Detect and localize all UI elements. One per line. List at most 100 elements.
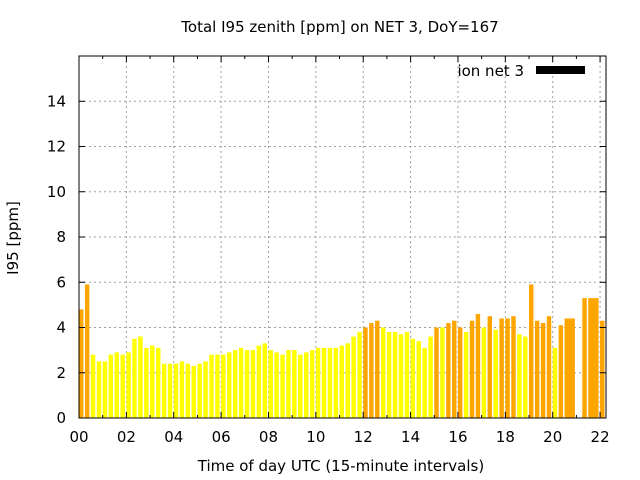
x-tick-label: 04 (164, 428, 183, 446)
bar (102, 361, 108, 418)
bar (161, 363, 167, 418)
bar (321, 347, 327, 418)
legend-label: ion net 3 (457, 62, 524, 80)
bar (144, 347, 149, 418)
bar (351, 336, 356, 418)
x-tick-label: 22 (591, 428, 610, 446)
bar (179, 361, 185, 418)
x-tick-label: 10 (306, 428, 325, 446)
bar (582, 298, 587, 418)
bar (546, 316, 552, 418)
x-tick-label: 06 (212, 428, 231, 446)
bar (126, 352, 131, 418)
bar (250, 350, 256, 418)
bar (558, 325, 564, 418)
bar (327, 347, 333, 418)
bar (268, 350, 273, 418)
bar (369, 322, 374, 418)
bar (386, 332, 392, 418)
bar (79, 309, 84, 418)
y-tick-label: 4 (56, 319, 66, 337)
x-tick-label: 16 (448, 428, 467, 446)
bar (457, 327, 463, 418)
legend-swatch (536, 66, 585, 74)
bar (493, 329, 498, 418)
bar (262, 343, 268, 418)
bar (505, 318, 510, 418)
chart-title: Total I95 zenith [ppm] on NET 3, DoY=167 (180, 18, 498, 36)
bar (244, 350, 250, 418)
bar (292, 350, 297, 418)
bar (150, 345, 155, 418)
bar (529, 284, 534, 418)
bar (452, 320, 457, 418)
bar (487, 316, 493, 418)
y-axis-label: I95 [ppm] (4, 201, 22, 275)
bar (132, 338, 137, 418)
bar (600, 320, 605, 418)
bar (434, 327, 439, 418)
x-tick-label: 18 (496, 428, 515, 446)
bar (298, 354, 303, 418)
bar (167, 363, 173, 418)
bar (481, 327, 487, 418)
y-tick-label: 2 (56, 364, 66, 382)
y-tick-label: 8 (56, 228, 66, 246)
bar (232, 350, 238, 418)
bar (256, 345, 262, 418)
y-tick-label: 14 (47, 92, 66, 110)
x-tick-label: 08 (259, 428, 278, 446)
x-tick-label: 00 (69, 428, 88, 446)
bar (215, 354, 220, 418)
bar-series (79, 284, 605, 418)
bar (446, 322, 451, 418)
bar (410, 338, 416, 418)
bar (440, 327, 445, 418)
y-tick-label: 12 (47, 138, 66, 156)
bar (564, 318, 575, 418)
bar (120, 354, 125, 418)
bar (475, 313, 481, 418)
bar (238, 347, 244, 418)
bar (203, 361, 208, 418)
bar (428, 336, 433, 418)
bar (463, 332, 469, 418)
y-tick-label: 10 (47, 183, 66, 201)
bar (96, 361, 102, 418)
bar (221, 354, 226, 418)
bar (540, 322, 546, 418)
bar (469, 320, 475, 418)
bar (185, 363, 191, 418)
bar (345, 343, 350, 418)
bar (309, 350, 315, 418)
bar (280, 354, 285, 418)
x-tick-label: 02 (117, 428, 136, 446)
x-axis-label: Time of day UTC (15-minute intervals) (197, 457, 484, 475)
bar (274, 352, 279, 418)
bar (416, 341, 421, 418)
bar (422, 347, 427, 418)
bar (404, 332, 410, 418)
bar (173, 363, 179, 418)
bar (138, 336, 143, 418)
legend: ion net 3 (457, 62, 585, 80)
bar (552, 347, 558, 418)
bar (398, 334, 404, 418)
bar (363, 327, 368, 418)
y-tick-label: 0 (56, 409, 66, 427)
bar (588, 298, 599, 418)
bar (357, 332, 362, 418)
bar (392, 332, 398, 418)
bar (380, 327, 386, 418)
bar (333, 347, 339, 418)
bar (499, 318, 504, 418)
bar (197, 363, 202, 418)
x-tick-label: 14 (401, 428, 420, 446)
bar (286, 350, 291, 418)
bar (523, 336, 528, 418)
y-tick-label: 6 (56, 273, 66, 291)
x-tick-label: 20 (543, 428, 562, 446)
bar (339, 345, 344, 418)
bar (304, 352, 309, 418)
